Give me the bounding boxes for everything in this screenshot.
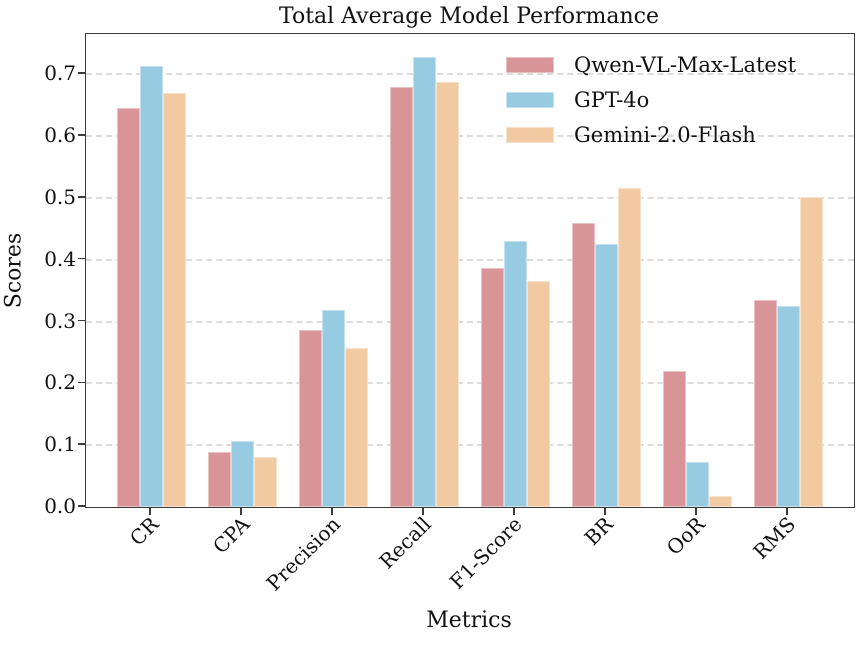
bar-CPA-Qwen-VL-Max-Latest xyxy=(207,451,231,507)
y-tick-mark xyxy=(78,134,85,136)
bar-BR-Qwen-VL-Max-Latest xyxy=(571,222,595,507)
gridline-y-0.7 xyxy=(86,73,854,76)
legend: Qwen-VL-Max-Latest GPT-4o Gemini-2.0-Flash xyxy=(506,47,796,152)
gridline-y-0.4 xyxy=(86,258,854,261)
bar-RMS-GPT-4o xyxy=(776,306,800,507)
y-tick-mark xyxy=(78,196,85,198)
legend-label: GPT-4o xyxy=(574,87,650,112)
legend-swatch xyxy=(506,91,554,108)
bar-CPA-GPT-4o xyxy=(230,441,254,507)
bar-F1-Score-Qwen-VL-Max-Latest xyxy=(480,268,504,507)
y-tick-label-0.0: 0.0 xyxy=(44,494,76,518)
y-tick-mark xyxy=(78,505,85,507)
x-tick-label-Recall: Recall xyxy=(374,512,436,574)
x-tick-mark xyxy=(695,507,697,515)
x-tick-label-Precision: Precision xyxy=(261,512,345,596)
bar-CR-GPT-4o xyxy=(139,66,163,507)
y-tick-mark xyxy=(78,72,85,74)
y-tick-mark xyxy=(78,381,85,384)
bar-BR-GPT-4o xyxy=(594,243,618,507)
x-tick-label-BR: BR xyxy=(579,512,618,551)
gridline-y-0.2 xyxy=(86,382,854,385)
x-tick-label-F1-Score: F1-Score xyxy=(445,512,527,594)
plot-area xyxy=(85,33,855,508)
legend-label: Qwen-VL-Max-Latest xyxy=(574,52,797,77)
legend-item-GPT-4o: GPT-4o xyxy=(506,82,796,117)
y-tick-label-0.2: 0.2 xyxy=(44,370,76,395)
bar-Recall-GPT-4o xyxy=(412,57,436,507)
y-tick-label-0.5: 0.5 xyxy=(44,184,76,209)
legend-label: Gemini-2.0-Flash xyxy=(574,122,756,147)
bar-CR-Qwen-VL-Max-Latest xyxy=(116,108,140,507)
bar-Precision-Gemini-2.0-Flash xyxy=(344,348,368,507)
bar-Precision-GPT-4o xyxy=(321,310,345,507)
y-tick-label-0.4: 0.4 xyxy=(44,246,76,271)
bar-Recall-Qwen-VL-Max-Latest xyxy=(389,87,413,507)
legend-item-Qwen-VL-Max-Latest: Qwen-VL-Max-Latest xyxy=(506,47,796,82)
x-tick-label-OoR: OoR xyxy=(661,512,709,560)
gridline-y-0.3 xyxy=(86,320,854,323)
y-tick-mark xyxy=(78,443,85,445)
gridline-y-0.1 xyxy=(86,444,854,447)
bar-Recall-Gemini-2.0-Flash xyxy=(435,82,459,507)
x-tick-mark xyxy=(604,507,606,515)
bar-OoR-GPT-4o xyxy=(685,461,709,507)
x-tick-mark xyxy=(513,507,515,515)
x-tick-mark xyxy=(240,507,242,515)
y-tick-mark xyxy=(78,319,85,322)
gridline-y-0.6 xyxy=(86,135,854,138)
bar-F1-Score-GPT-4o xyxy=(503,241,527,507)
y-tick-label-0.3: 0.3 xyxy=(44,308,76,333)
bar-RMS-Gemini-2.0-Flash xyxy=(799,197,823,507)
gridline-y-0.5 xyxy=(86,196,854,199)
bar-OoR-Gemini-2.0-Flash xyxy=(708,495,732,507)
y-tick-label-0.7: 0.7 xyxy=(44,61,76,86)
x-tick-label-CPA: CPA xyxy=(207,512,254,559)
y-tick-mark xyxy=(78,257,85,260)
legend-item-Gemini-2.0-Flash: Gemini-2.0-Flash xyxy=(506,117,796,152)
x-tick-mark xyxy=(149,507,151,515)
x-tick-mark xyxy=(786,507,788,515)
bar-F1-Score-Gemini-2.0-Flash xyxy=(526,281,550,507)
legend-swatch xyxy=(506,126,554,143)
bar-OoR-Qwen-VL-Max-Latest xyxy=(662,370,686,507)
legend-swatch xyxy=(506,56,554,73)
bar-CR-Gemini-2.0-Flash xyxy=(162,93,186,507)
bar-Precision-Qwen-VL-Max-Latest xyxy=(298,329,322,507)
bar-BR-Gemini-2.0-Flash xyxy=(617,187,641,507)
chart-title: Total Average Model Performance xyxy=(278,4,659,29)
x-tick-mark xyxy=(422,507,424,515)
bar-CPA-Gemini-2.0-Flash xyxy=(253,456,277,507)
y-tick-label-0.1: 0.1 xyxy=(44,432,76,457)
bar-RMS-Qwen-VL-Max-Latest xyxy=(753,300,777,507)
y-tick-label-0.6: 0.6 xyxy=(44,123,76,148)
x-tick-label-CR: CR xyxy=(124,512,163,551)
x-tick-label-RMS: RMS xyxy=(748,512,800,564)
x-tick-mark xyxy=(331,507,333,515)
x-axis-label: Metrics xyxy=(426,608,512,633)
